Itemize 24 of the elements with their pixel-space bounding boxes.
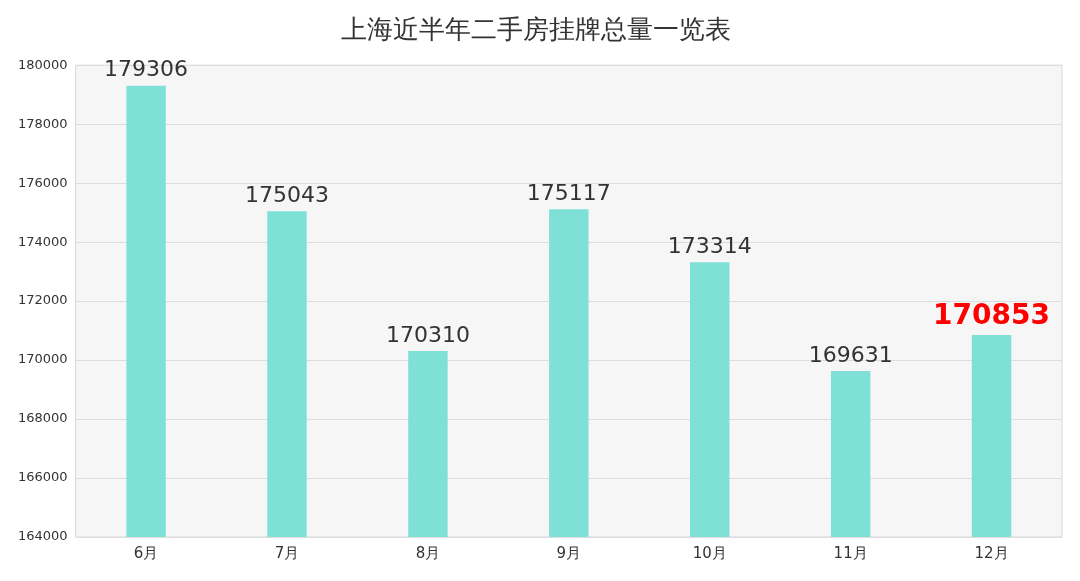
data-label: 175043 — [245, 182, 329, 208]
y-tick-label: 174000 — [17, 233, 68, 249]
y-tick-label: 172000 — [17, 292, 68, 308]
x-tick-label: 11月 — [833, 543, 868, 562]
y-tick-label: 170000 — [17, 351, 68, 367]
y-tick-label: 178000 — [17, 115, 68, 131]
chart-title: 上海近半年二手房挂牌总量一览表 — [341, 14, 731, 45]
x-tick-label: 10月 — [692, 543, 727, 562]
x-tick-label: 8月 — [415, 543, 441, 562]
x-tick-label: 7月 — [274, 543, 300, 562]
data-label: 170310 — [385, 321, 470, 347]
y-tick-label: 176000 — [17, 174, 68, 190]
y-tick-label: 180000 — [17, 56, 68, 72]
data-label: 169631 — [808, 341, 893, 367]
data-label: 179306 — [104, 56, 189, 82]
annotation: 170853 — [933, 298, 1050, 332]
x-tick-label: 12月 — [974, 543, 1009, 562]
data-label: 173314 — [667, 233, 752, 259]
x-tick-label: 9月 — [556, 543, 582, 562]
y-tick-label: 168000 — [17, 410, 68, 426]
x-tick-label: 6月 — [133, 543, 159, 562]
data-label: 175117 — [526, 179, 611, 205]
y-tick-label: 166000 — [17, 469, 68, 485]
y-tick-label: 164000 — [17, 528, 68, 544]
